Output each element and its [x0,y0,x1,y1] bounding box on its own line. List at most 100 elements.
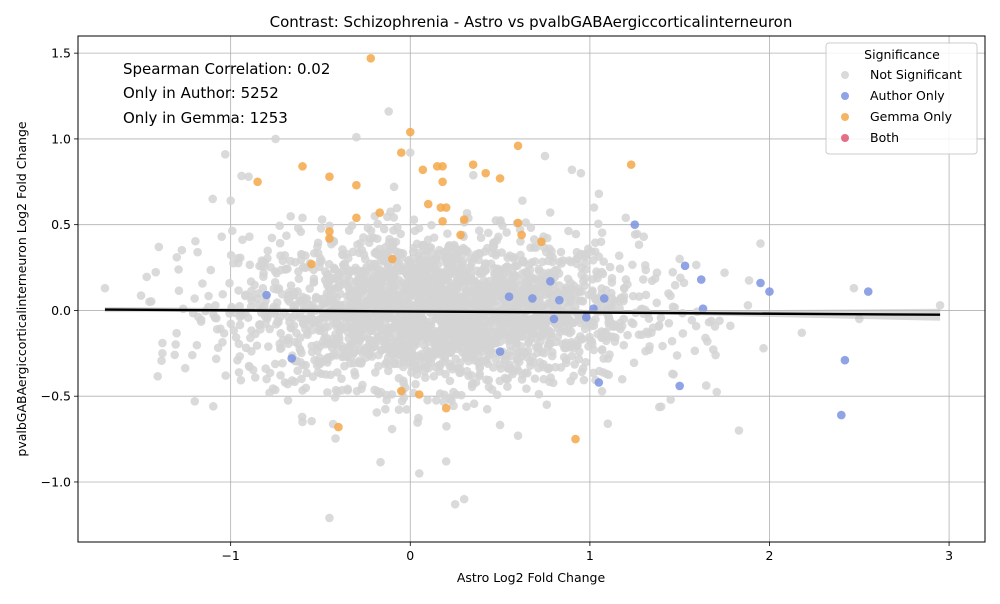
point-not-significant [172,328,181,338]
point-not-significant [475,330,485,340]
point-not-significant [576,168,586,178]
point-not-significant [217,232,226,241]
point-not-significant [292,328,301,338]
point-not-significant [656,402,666,411]
point-not-significant [317,215,327,224]
point-not-significant [364,238,374,248]
point-not-significant [571,229,581,239]
point-not-significant [392,203,402,213]
point-gemma-only [307,259,316,269]
point-not-significant [250,373,260,382]
point-gemma-only [375,208,385,217]
point-not-significant [276,371,285,380]
point-not-significant [370,385,379,395]
point-not-significant [394,405,404,415]
point-not-significant [415,283,425,292]
point-not-significant [406,339,416,348]
annotation-author-only: Only in Author: 5252 [123,84,279,102]
point-not-significant [441,319,451,328]
point-not-significant [286,323,296,333]
point-not-significant [561,343,571,353]
point-not-significant [441,457,451,466]
point-not-significant [442,272,452,281]
point-not-significant [349,348,358,358]
point-author-only [630,220,640,229]
point-author-only [756,278,765,288]
point-not-significant [678,329,688,338]
point-not-significant [323,388,332,397]
point-not-significant [330,264,340,274]
point-not-significant [466,288,476,297]
point-not-significant [691,321,701,331]
point-not-significant [390,359,400,369]
point-not-significant [407,368,416,377]
point-not-significant [294,274,304,284]
point-not-significant [565,328,574,338]
point-not-significant [676,273,685,283]
point-not-significant [744,276,754,285]
point-not-significant [297,374,306,384]
point-not-significant [511,261,520,271]
point-not-significant [797,328,807,338]
point-not-significant [319,327,329,337]
point-not-significant [316,224,326,233]
point-not-significant [365,335,375,345]
point-not-significant [512,293,522,303]
point-author-only [262,290,271,300]
point-not-significant [245,260,255,270]
point-not-significant [672,351,682,360]
point-not-significant [581,358,590,367]
point-not-significant [597,228,607,237]
point-not-significant [439,334,449,344]
point-author-only [594,378,604,387]
point-not-significant [100,283,110,293]
point-not-significant [628,291,638,301]
point-not-significant [315,262,324,272]
point-not-significant [421,362,431,372]
point-not-significant [226,196,235,205]
point-not-significant [158,349,167,358]
point-not-significant [405,259,415,268]
point-not-significant [534,363,543,373]
point-not-significant [360,254,370,264]
point-not-significant [413,418,422,427]
point-not-significant [370,290,380,299]
point-not-significant [670,280,680,290]
point-not-significant [522,384,531,394]
point-not-significant [529,235,539,244]
point-not-significant [502,374,511,384]
point-not-significant [641,290,651,300]
plot-frame [77,35,986,543]
point-not-significant [448,257,458,267]
point-not-significant [548,270,558,280]
point-not-significant [180,363,190,373]
point-not-significant [935,300,945,310]
point-not-significant [518,370,527,380]
point-author-only [549,314,559,324]
point-not-significant [491,355,501,364]
point-not-significant [350,371,360,380]
point-not-significant [399,393,409,402]
point-not-significant [236,253,245,263]
point-not-significant [394,275,404,285]
point-not-significant [634,240,644,250]
point-not-significant [629,358,639,368]
point-not-significant [518,196,527,205]
point-author-only [840,355,850,365]
point-not-significant [480,260,490,269]
point-not-significant [589,368,598,378]
point-not-significant [391,237,401,247]
point-not-significant [421,373,430,382]
point-not-significant [630,230,640,239]
point-gemma-only [414,390,424,399]
y-tick-label: 0.5 [51,217,71,232]
point-not-significant [450,313,460,323]
point-not-significant [516,237,525,246]
point-not-significant [605,350,614,359]
point-not-significant [190,294,199,303]
point-not-significant [387,424,397,434]
point-not-significant [198,279,207,288]
points-layer [100,53,945,523]
point-not-significant [367,262,376,272]
y-tick-label: −0.5 [41,389,71,404]
